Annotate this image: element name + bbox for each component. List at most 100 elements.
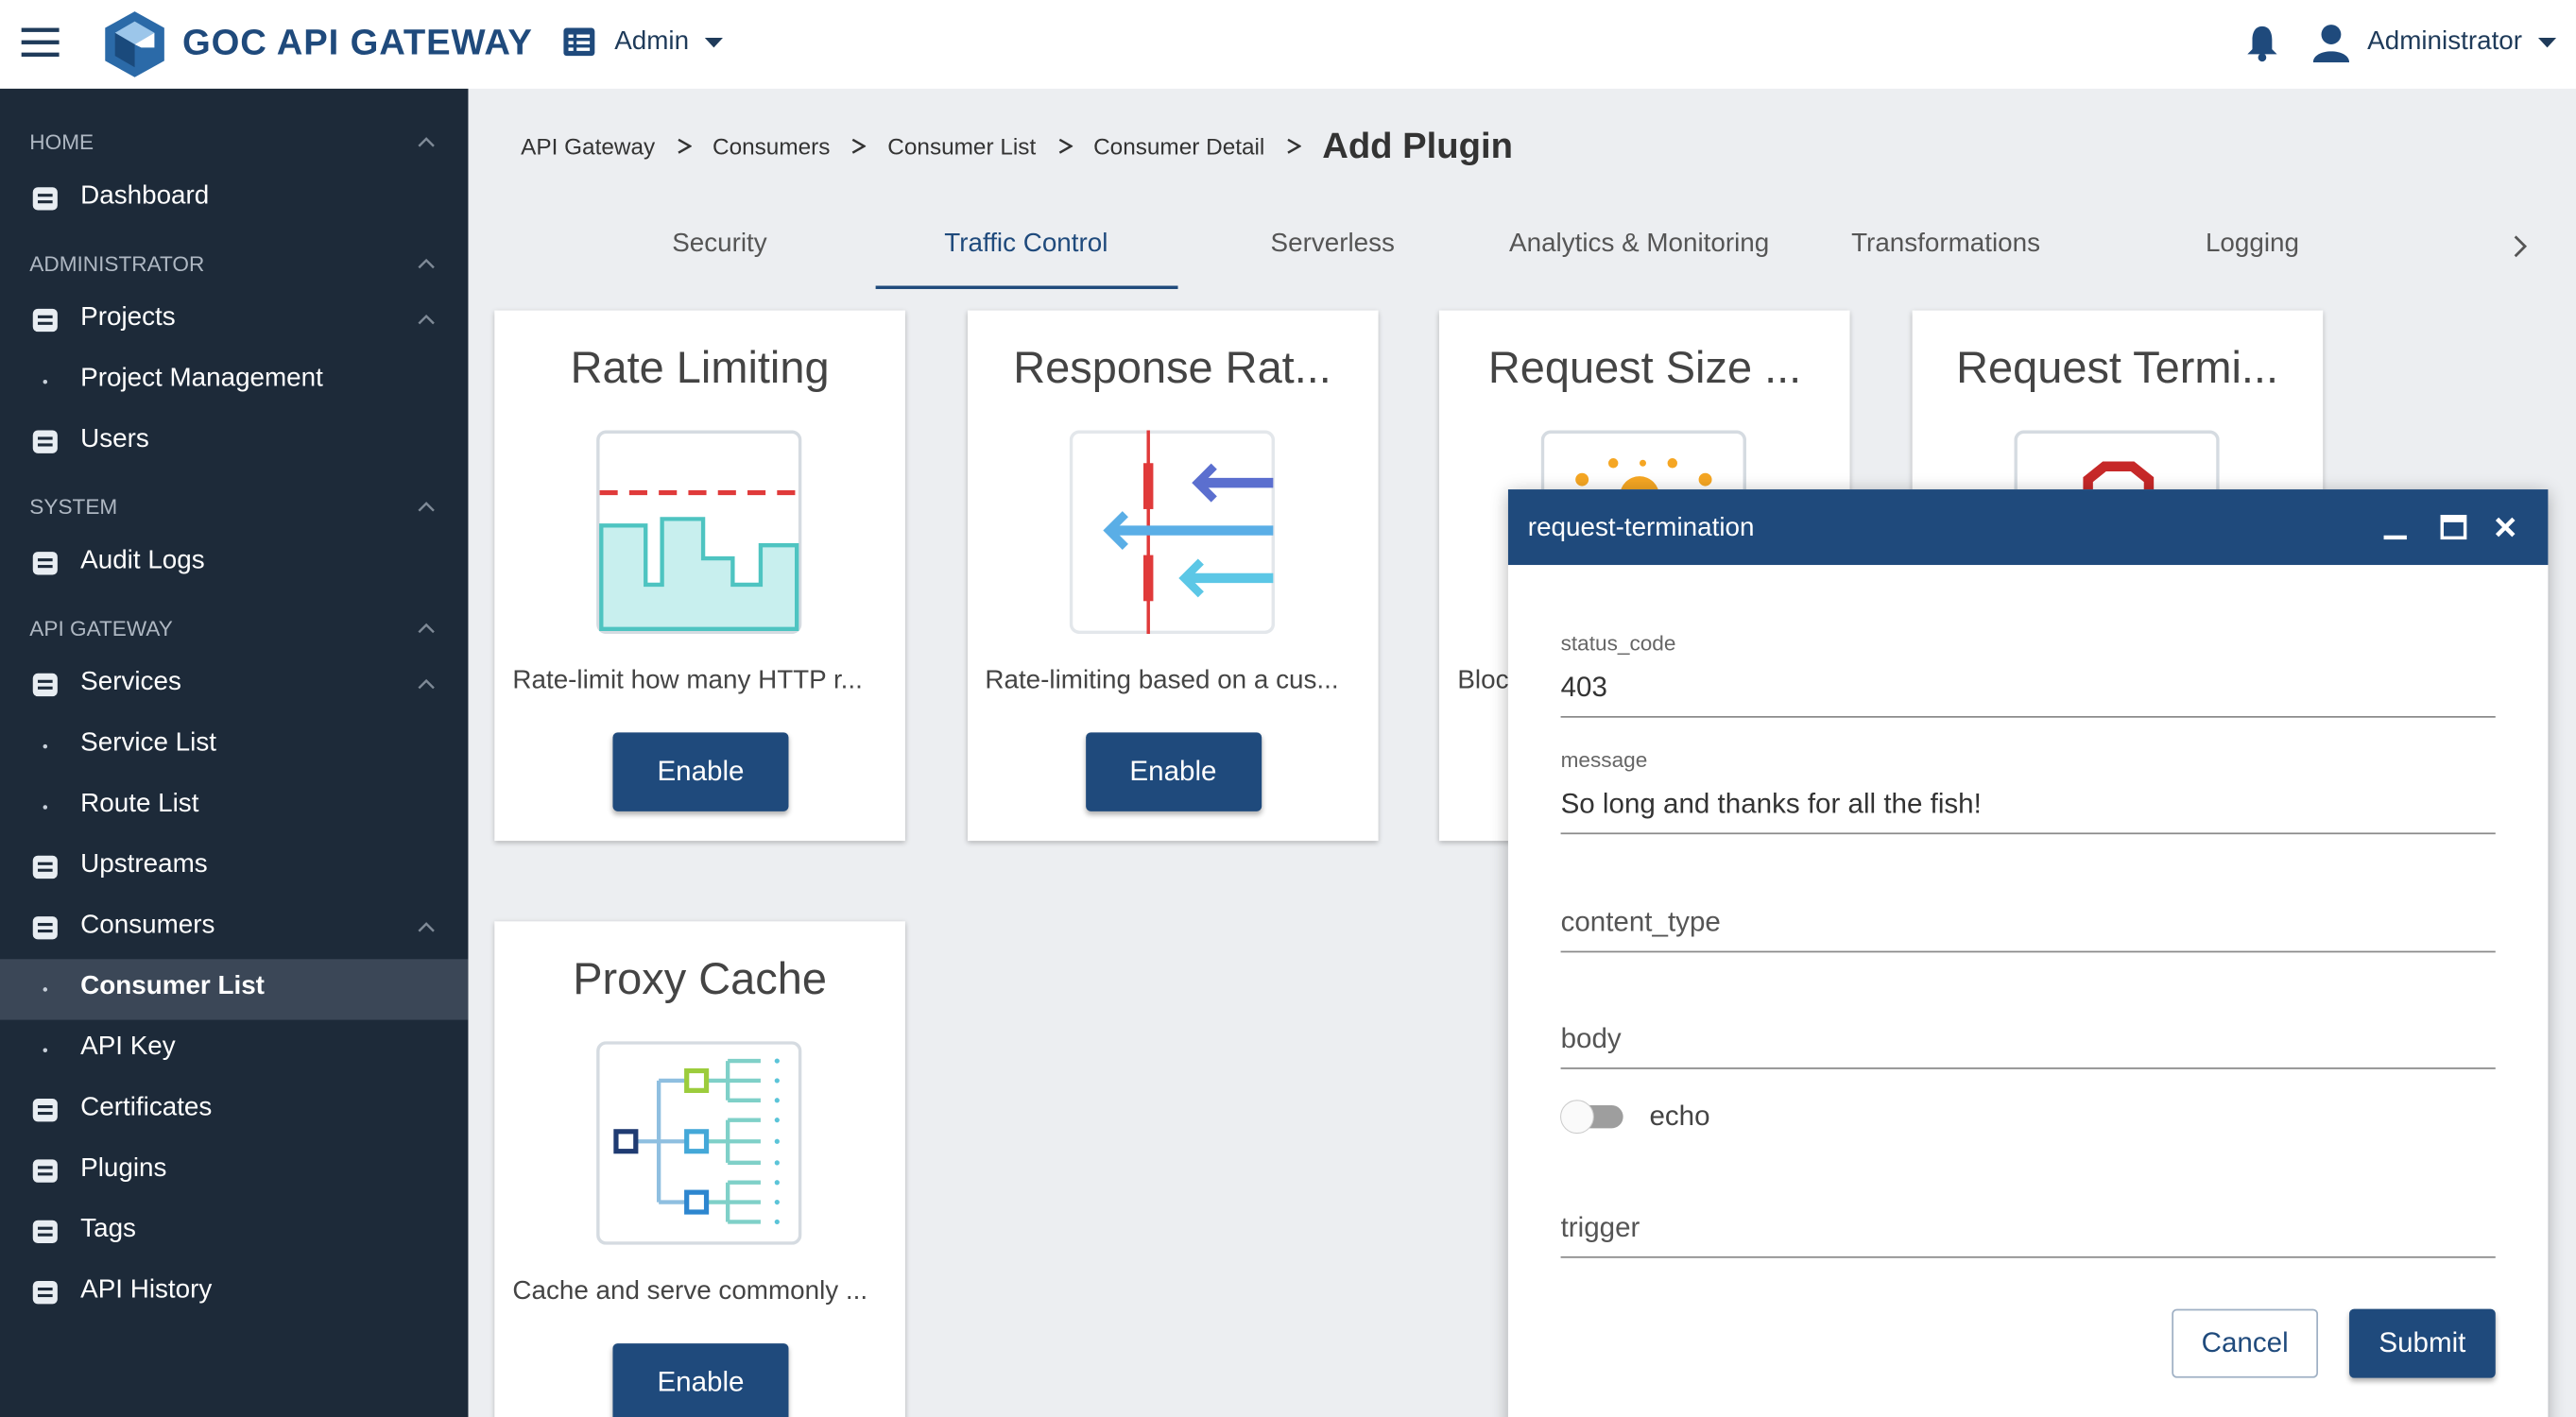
menu-icon bbox=[32, 1281, 58, 1305]
user-menu[interactable]: Administrator bbox=[2367, 27, 2523, 57]
enable-button[interactable]: Enable bbox=[1085, 732, 1262, 811]
submit-button[interactable]: Submit bbox=[2349, 1308, 2496, 1378]
menu-icon bbox=[32, 430, 58, 453]
tab-indicator bbox=[874, 285, 1177, 289]
menu-item[interactable]: Dashboard bbox=[80, 181, 210, 211]
bullet bbox=[43, 987, 48, 992]
menu-icon bbox=[32, 1220, 58, 1244]
menu-item[interactable]: Route List bbox=[80, 790, 199, 818]
crumb: Add Plugin bbox=[1322, 125, 1514, 166]
menu-button[interactable] bbox=[21, 26, 61, 60]
field-value[interactable]: So long and thanks for all the fish! bbox=[1560, 788, 1982, 820]
field-underline bbox=[1560, 1067, 2496, 1069]
menu-item[interactable]: Audit Logs bbox=[80, 546, 205, 575]
plugin-icon bbox=[596, 430, 802, 635]
minimize-button[interactable] bbox=[2382, 516, 2409, 542]
crumb[interactable]: Consumer List bbox=[887, 132, 1037, 160]
menu-icon bbox=[32, 552, 58, 575]
section-heading: HOME bbox=[29, 129, 94, 155]
menu-item[interactable]: Plugins bbox=[80, 1154, 167, 1183]
admin-icon bbox=[563, 27, 595, 57]
menu-item[interactable]: Services bbox=[80, 668, 181, 697]
plugin-card: Response Rat... Rate-limiting based on a … bbox=[967, 310, 1378, 842]
enable-button[interactable]: Enable bbox=[612, 1343, 789, 1417]
field-label: message bbox=[1560, 747, 1648, 773]
active-highlight bbox=[0, 959, 469, 1020]
collapse-icon bbox=[418, 623, 435, 634]
crumb[interactable]: API Gateway bbox=[521, 132, 656, 160]
tab-scroll-right[interactable] bbox=[2512, 235, 2528, 258]
tab[interactable]: Analytics & Monitoring bbox=[1509, 230, 1770, 258]
field-value[interactable]: 403 bbox=[1560, 671, 1607, 703]
dialog-header bbox=[1507, 489, 2549, 566]
plugin-dialog: request-termination status_code 403 message… bbox=[1507, 489, 2549, 1417]
tab[interactable]: Transformations bbox=[1851, 230, 2041, 258]
collapse-icon bbox=[418, 137, 435, 147]
field-label[interactable]: trigger bbox=[1560, 1212, 1640, 1244]
menu-item[interactable]: Projects bbox=[80, 303, 176, 333]
user-icon bbox=[2312, 25, 2350, 63]
collapse-icon bbox=[418, 502, 435, 512]
bullet bbox=[43, 743, 48, 749]
menu-item[interactable]: Service List bbox=[80, 728, 216, 758]
menu-icon bbox=[32, 673, 58, 697]
collapse-icon bbox=[418, 678, 435, 690]
menu-item[interactable]: API History bbox=[80, 1275, 213, 1305]
collapse-icon bbox=[418, 922, 435, 932]
menu-item[interactable]: Consumer List bbox=[80, 972, 265, 1000]
plugin-card: Proxy Cache Cache and serve commonly ... E… bbox=[494, 921, 905, 1417]
bullet bbox=[43, 805, 48, 810]
tab[interactable]: Serverless bbox=[1270, 230, 1395, 258]
caret bbox=[704, 37, 723, 48]
menu-item[interactable]: Users bbox=[80, 425, 149, 453]
card-description: Rate-limit how many HTTP r... bbox=[512, 666, 863, 695]
field-underline bbox=[1560, 715, 2496, 717]
menu-icon bbox=[32, 1159, 58, 1183]
menu-item[interactable]: Project Management bbox=[80, 364, 323, 393]
section-heading: ADMINISTRATOR bbox=[29, 250, 205, 277]
card-title: Request Termi... bbox=[1956, 343, 2279, 393]
card-title: Request Size ... bbox=[1487, 343, 1802, 393]
plugin-icon bbox=[596, 1041, 802, 1245]
field-underline bbox=[1560, 949, 2496, 952]
cancel-button[interactable]: Cancel bbox=[2172, 1308, 2319, 1378]
admin-menu[interactable]: Admin bbox=[614, 27, 690, 57]
tab[interactable]: Logging bbox=[2205, 230, 2299, 258]
menu-icon bbox=[32, 855, 58, 879]
collapse-icon bbox=[418, 314, 435, 325]
enable-button[interactable]: Enable bbox=[612, 732, 789, 811]
menu-icon bbox=[32, 308, 58, 333]
breadcrumb: API Gateway Consumers Consumer List Consume… bbox=[521, 118, 1513, 174]
crumb[interactable]: Consumers bbox=[712, 132, 831, 160]
bullet bbox=[43, 379, 48, 384]
tab[interactable]: Traffic Control bbox=[944, 230, 1108, 258]
crumb[interactable]: Consumer Detail bbox=[1093, 132, 1265, 160]
menu-item[interactable]: Certificates bbox=[80, 1093, 213, 1122]
tab[interactable]: Security bbox=[672, 230, 767, 258]
maximize-button[interactable] bbox=[2440, 514, 2468, 540]
crumb-separator bbox=[1286, 138, 1301, 154]
section-heading: SYSTEM bbox=[29, 494, 118, 520]
close-button[interactable] bbox=[2494, 516, 2516, 538]
card-description: Bloc bbox=[1457, 666, 1509, 695]
menu-item[interactable]: Consumers bbox=[80, 911, 215, 940]
crumb-separator bbox=[851, 138, 867, 154]
field-label[interactable]: body bbox=[1560, 1023, 1622, 1055]
menu-item[interactable]: Tags bbox=[80, 1215, 136, 1244]
dialog-title: request-termination bbox=[1527, 514, 1755, 542]
card-description: Cache and serve commonly ... bbox=[512, 1277, 868, 1306]
notifications[interactable] bbox=[2246, 23, 2279, 62]
collapse-icon bbox=[418, 258, 435, 269]
echo-switch[interactable] bbox=[1557, 1097, 1629, 1136]
card-title: Response Rat... bbox=[1013, 343, 1331, 393]
plugin-card: Rate Limiting Rate-limit how many HTTP r.… bbox=[494, 310, 905, 842]
menu-icon bbox=[32, 187, 58, 211]
field-underline bbox=[1560, 1255, 2496, 1258]
field-label[interactable]: content_type bbox=[1560, 905, 1721, 937]
tab-bar: Security Traffic Control Serverless Analyti… bbox=[0, 211, 2576, 293]
menu-item[interactable]: API Key bbox=[80, 1033, 176, 1062]
crumb-separator bbox=[1057, 138, 1073, 154]
top-bar bbox=[0, 0, 2576, 89]
menu-item[interactable]: Upstreams bbox=[80, 850, 208, 879]
